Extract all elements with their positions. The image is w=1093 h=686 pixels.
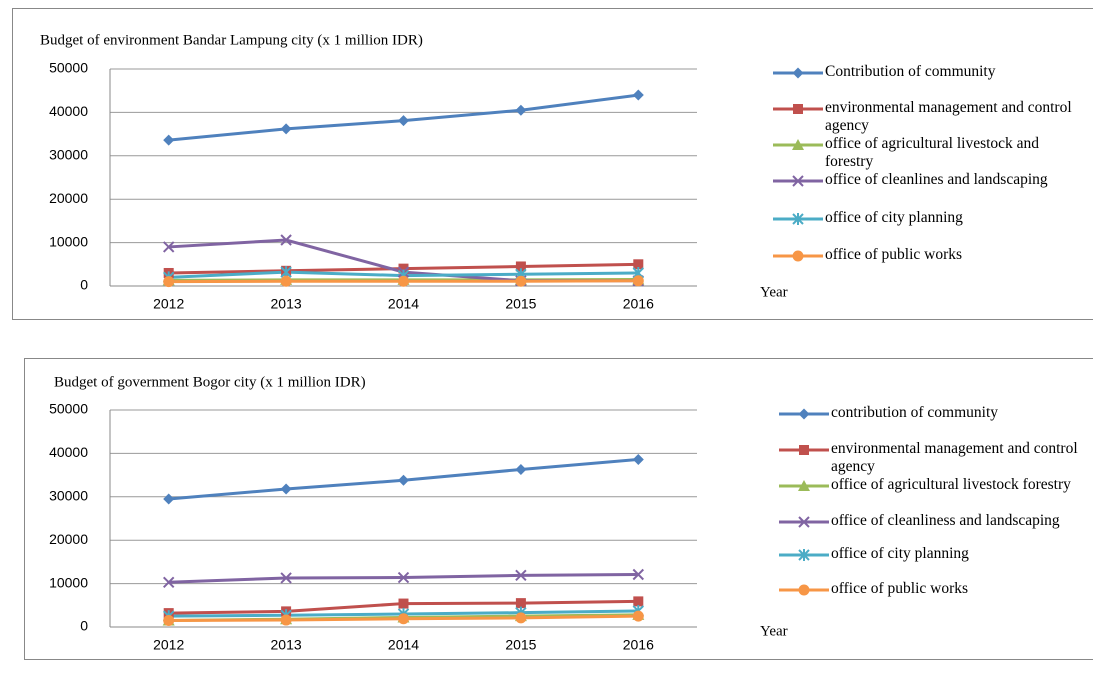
x-tick-label: 2013 xyxy=(271,637,302,653)
y-tick-label: 10000 xyxy=(49,233,88,249)
data-point xyxy=(162,241,175,253)
x-tick-label: 2012 xyxy=(153,296,184,312)
x-tick-label: 2014 xyxy=(388,637,419,653)
x-tick-label: 2015 xyxy=(505,637,536,653)
chart-title: Budget of government Bogor city (x 1 mil… xyxy=(54,374,366,390)
data-point xyxy=(398,598,409,609)
x-tick-label: 2016 xyxy=(623,637,654,653)
legend-marker xyxy=(798,408,810,420)
legend-marker xyxy=(792,213,804,225)
legend-marker xyxy=(792,67,804,79)
data-point xyxy=(398,613,409,625)
data-point xyxy=(398,275,409,287)
y-tick-label: 0 xyxy=(80,277,88,293)
legend-label: environmental management and control age… xyxy=(825,99,1072,134)
data-point xyxy=(397,571,410,584)
legend-label: office of agricultural livestock and for… xyxy=(825,135,1040,170)
legend-marker xyxy=(798,549,810,561)
data-point xyxy=(632,89,644,101)
data-point xyxy=(515,569,527,582)
legend-marker xyxy=(792,250,804,262)
legend-marker xyxy=(798,584,810,596)
data-point xyxy=(280,483,292,495)
legend-label: office of cleanlines and landscaping xyxy=(825,171,1048,188)
legend-label: contribution of community xyxy=(831,404,999,421)
legend-marker xyxy=(792,175,804,187)
data-point xyxy=(398,474,409,486)
data-point xyxy=(163,493,175,505)
data-point xyxy=(163,134,175,146)
legend-label: office of cleanliness and landscaping xyxy=(831,512,1060,529)
data-point xyxy=(632,610,644,622)
data-point xyxy=(633,259,644,270)
chart-frame xyxy=(24,358,1093,660)
y-tick-label: 20000 xyxy=(49,190,88,206)
data-point xyxy=(162,576,175,589)
legend-marker xyxy=(792,139,804,150)
legend-label: Contribution of community xyxy=(825,63,996,80)
data-point xyxy=(632,275,644,287)
data-point xyxy=(163,614,175,626)
y-tick-label: 20000 xyxy=(49,531,88,547)
legend-marker xyxy=(793,104,803,114)
y-tick-label: 0 xyxy=(80,618,88,634)
y-tick-label: 50000 xyxy=(49,401,88,417)
legend-marker xyxy=(799,445,809,455)
x-tick-label: 2012 xyxy=(153,637,184,653)
data-point xyxy=(398,263,409,274)
data-point xyxy=(280,614,292,626)
legend-label: office of agricultural livestock forestr… xyxy=(831,476,1071,493)
data-point xyxy=(280,234,292,246)
chart-frame xyxy=(12,8,1093,320)
data-point xyxy=(163,276,175,288)
x-tick-label: 2016 xyxy=(623,296,654,312)
data-point xyxy=(515,104,527,116)
legend-label: office of public works xyxy=(825,246,963,263)
x-axis-label: Year xyxy=(760,623,788,639)
chart-title: Budget of environment Bandar Lampung cit… xyxy=(40,32,423,48)
data-point xyxy=(515,612,527,624)
y-tick-label: 40000 xyxy=(49,444,88,460)
legend-marker xyxy=(798,516,810,528)
x-axis-label: Year xyxy=(760,284,788,300)
legend-marker xyxy=(798,480,810,491)
y-tick-label: 30000 xyxy=(49,488,88,504)
data-point xyxy=(280,572,292,584)
data-point xyxy=(515,261,526,272)
legend-label: environmental management and control age… xyxy=(831,440,1078,475)
data-point xyxy=(280,123,292,135)
data-point xyxy=(398,115,409,127)
y-tick-label: 50000 xyxy=(49,60,88,76)
y-tick-label: 10000 xyxy=(49,574,88,590)
x-tick-label: 2015 xyxy=(505,296,536,312)
x-tick-label: 2014 xyxy=(388,296,419,312)
data-point xyxy=(280,275,292,287)
data-point xyxy=(515,275,527,287)
data-point xyxy=(632,568,645,581)
y-tick-label: 30000 xyxy=(49,147,88,163)
y-tick-label: 40000 xyxy=(49,103,88,119)
x-tick-label: 2013 xyxy=(271,296,302,312)
legend-label: office of city planning xyxy=(831,545,969,562)
data-point xyxy=(632,453,644,465)
data-point xyxy=(515,463,527,475)
data-point xyxy=(515,598,526,609)
legend-label: office of public works xyxy=(831,580,969,597)
data-point xyxy=(633,596,644,607)
legend-label: office of city planning xyxy=(825,209,963,226)
